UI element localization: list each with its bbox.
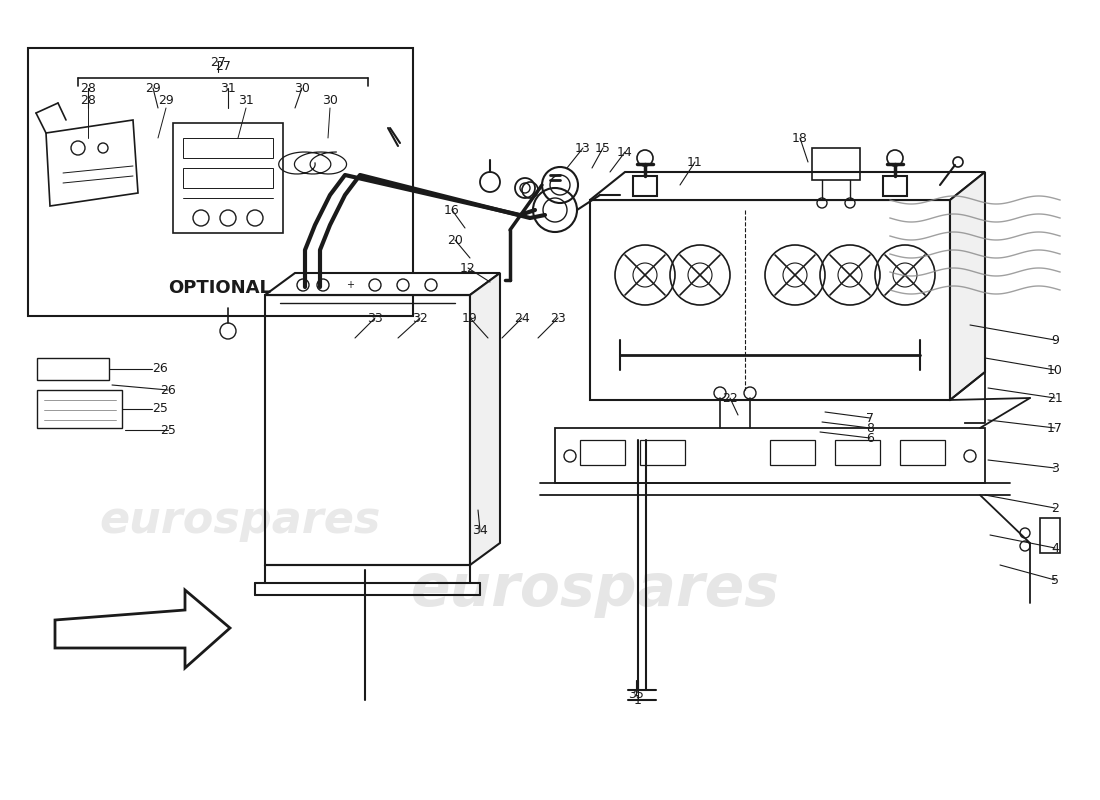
Text: 29: 29 bbox=[145, 82, 161, 94]
Bar bbox=[770, 440, 815, 465]
Text: 4: 4 bbox=[1052, 542, 1059, 554]
Text: 20: 20 bbox=[447, 234, 463, 246]
Bar bbox=[640, 440, 685, 465]
Text: 9: 9 bbox=[1052, 334, 1059, 346]
Text: 5: 5 bbox=[1050, 574, 1059, 586]
Polygon shape bbox=[950, 172, 984, 400]
Text: 7: 7 bbox=[866, 411, 874, 425]
Text: eurospares: eurospares bbox=[99, 498, 381, 542]
Text: 14: 14 bbox=[617, 146, 632, 158]
Text: 34: 34 bbox=[472, 523, 488, 537]
Bar bbox=[173, 123, 283, 233]
Text: 23: 23 bbox=[550, 311, 565, 325]
Bar bbox=[556, 428, 984, 483]
Text: 30: 30 bbox=[322, 94, 338, 106]
Text: 8: 8 bbox=[866, 422, 874, 434]
Bar bbox=[883, 176, 908, 196]
Text: 15: 15 bbox=[595, 142, 610, 154]
Bar bbox=[812, 148, 860, 180]
Bar bbox=[632, 176, 657, 196]
Text: 13: 13 bbox=[575, 142, 591, 154]
Text: 2: 2 bbox=[1052, 502, 1059, 514]
Text: 26: 26 bbox=[161, 383, 176, 397]
Bar bbox=[37, 390, 122, 428]
Bar bbox=[183, 168, 273, 188]
Bar bbox=[183, 138, 273, 158]
Text: 21: 21 bbox=[1047, 391, 1063, 405]
Text: 30: 30 bbox=[294, 82, 310, 94]
Text: 25: 25 bbox=[161, 423, 176, 437]
Text: 22: 22 bbox=[722, 391, 738, 405]
Text: 27: 27 bbox=[210, 55, 225, 69]
Text: 1: 1 bbox=[634, 694, 642, 706]
Text: 28: 28 bbox=[80, 82, 96, 94]
Text: 12: 12 bbox=[460, 262, 476, 274]
Polygon shape bbox=[265, 273, 500, 295]
Bar bbox=[265, 295, 470, 565]
Text: 32: 32 bbox=[412, 311, 428, 325]
Text: 18: 18 bbox=[792, 131, 807, 145]
Bar bbox=[580, 440, 625, 465]
Bar bbox=[835, 440, 880, 465]
Text: 31: 31 bbox=[238, 94, 254, 106]
Text: 29: 29 bbox=[158, 94, 174, 106]
Text: 24: 24 bbox=[514, 311, 530, 325]
Text: 16: 16 bbox=[444, 203, 460, 217]
Text: 26: 26 bbox=[152, 362, 168, 375]
Polygon shape bbox=[470, 273, 500, 565]
Text: 35: 35 bbox=[628, 689, 643, 702]
Bar bbox=[900, 440, 945, 465]
Text: OPTIONAL: OPTIONAL bbox=[168, 279, 272, 297]
Text: 19: 19 bbox=[462, 311, 477, 325]
Bar bbox=[37, 358, 109, 380]
Bar bbox=[1040, 518, 1060, 553]
Bar bbox=[28, 48, 412, 316]
Text: 3: 3 bbox=[1052, 462, 1059, 474]
Text: +: + bbox=[346, 280, 354, 290]
Polygon shape bbox=[590, 172, 984, 200]
Text: 25: 25 bbox=[152, 402, 168, 415]
Text: 11: 11 bbox=[688, 155, 703, 169]
Text: eurospares: eurospares bbox=[410, 562, 780, 618]
Text: 17: 17 bbox=[1047, 422, 1063, 434]
Text: 27: 27 bbox=[216, 59, 231, 73]
Text: 33: 33 bbox=[367, 311, 383, 325]
Text: 10: 10 bbox=[1047, 363, 1063, 377]
Text: 6: 6 bbox=[866, 431, 873, 445]
Text: 31: 31 bbox=[220, 82, 235, 94]
Text: 28: 28 bbox=[80, 94, 96, 106]
Bar bbox=[590, 200, 950, 400]
